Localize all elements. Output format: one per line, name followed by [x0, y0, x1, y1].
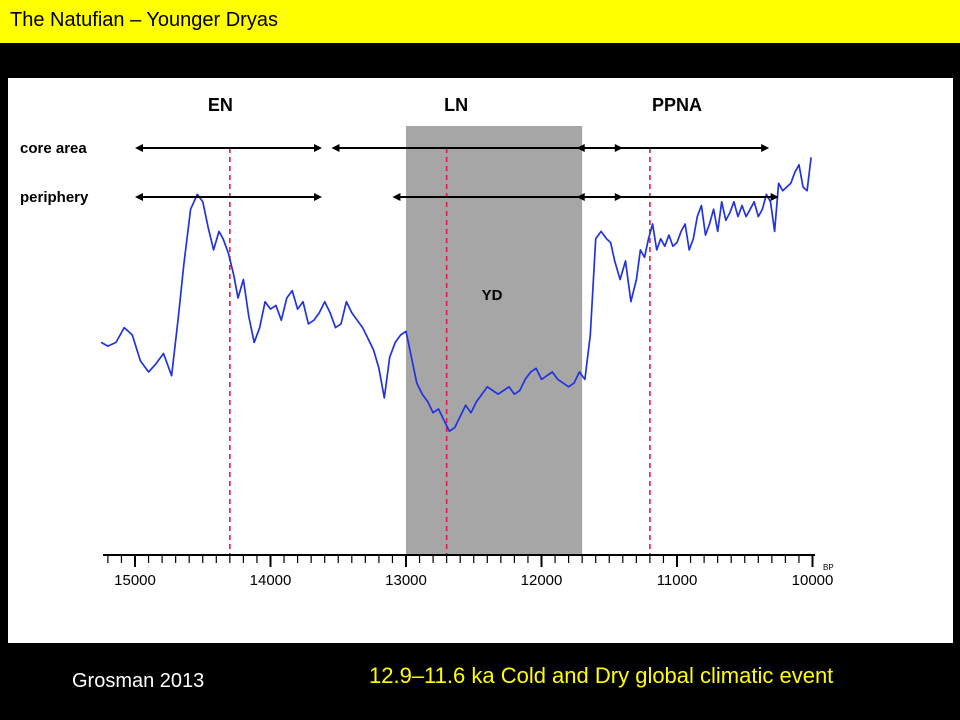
- yd-band: [406, 126, 583, 555]
- range-arrowhead-left-5: [576, 193, 585, 201]
- x-tick-label-11000: 11000: [657, 572, 698, 589]
- row-label-periphery: periphery: [20, 189, 89, 206]
- range-arrowhead-right-3: [313, 193, 322, 201]
- x-tick-label-10000: 10000: [792, 572, 834, 589]
- period-label-en: EN: [208, 95, 233, 115]
- period-label-ppna: PPNA: [652, 95, 702, 115]
- credit-text: Grosman 2013: [72, 670, 205, 692]
- x-tick-label-13000: 13000: [385, 572, 427, 589]
- series-line: [100, 157, 812, 433]
- x-tick-label-15000: 15000: [114, 572, 156, 589]
- range-arrowhead-left-0: [135, 144, 143, 152]
- figure-panel: YD EN LN PPNA core area periphery 15000 14000 13…: [8, 78, 953, 643]
- range-arrowhead-right-5: [770, 193, 779, 201]
- range-arrowhead-left-4: [392, 193, 401, 201]
- caption-text: 12.9–11.6 ka Cold and Dry global climati…: [369, 663, 834, 688]
- row-label-core-area: core area: [20, 140, 87, 157]
- x-tick-label-14000: 14000: [250, 572, 292, 589]
- period-label-ln: LN: [444, 95, 468, 115]
- slide-title: The Natufian – Younger Dryas: [10, 9, 278, 31]
- x-axis-unit-label: BP: [823, 563, 834, 572]
- x-tick-label-12000: 12000: [521, 572, 563, 589]
- yd-label: YD: [482, 287, 503, 304]
- title-bar: The Natufian – Younger Dryas: [0, 0, 960, 43]
- range-arrowhead-right-0: [313, 144, 322, 152]
- range-arrowhead-left-2: [576, 144, 585, 152]
- range-arrowhead-left-3: [135, 193, 143, 201]
- range-arrowhead-right-2: [761, 144, 770, 152]
- climate-chart: YD EN LN PPNA core area periphery 15000 14000 13…: [20, 95, 834, 589]
- range-arrowhead-left-1: [331, 144, 340, 152]
